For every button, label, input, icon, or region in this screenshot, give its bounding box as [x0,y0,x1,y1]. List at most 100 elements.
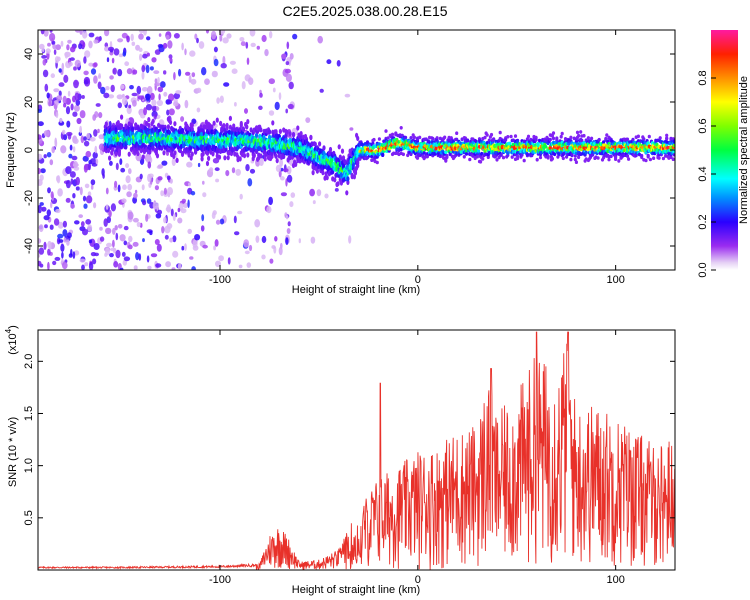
ridge-cell [211,151,215,157]
ridge-cell [212,120,216,126]
colorbar-tick-label: 0.2 [697,214,709,229]
ridge-cell [534,137,538,142]
ridge-cell [443,135,447,140]
noise-speckle [147,161,152,169]
ridge-cell [393,145,397,149]
ridge-cell [232,123,236,129]
noise-speckle [71,155,78,161]
noise-speckle [129,85,134,90]
ridge-cell [672,143,675,148]
noise-speckle [93,202,97,209]
noise-speckle [147,265,152,270]
noise-speckle [110,84,115,93]
noise-speckle [83,56,87,64]
ridge-cell [180,127,185,134]
noise-speckle [84,262,89,267]
noise-speckle [80,221,85,227]
noise-speckle [157,77,160,84]
ridge-cell [492,137,496,141]
ridge-cell [311,170,315,176]
ridge-cell [241,126,245,132]
noise-speckle [112,239,115,248]
noise-speckle [42,59,47,66]
ridge-cell [604,136,608,141]
noise-speckle [75,99,81,106]
noise-speckle [117,68,123,77]
noise-speckle [62,261,68,270]
colorbar-tick-label: 0.6 [697,118,709,133]
noise-speckle [213,245,217,251]
noise-speckle [54,100,58,105]
noise-speckle [161,226,165,234]
noise-speckle [158,93,161,101]
noise-speckle [244,250,250,255]
ridge-cell [270,150,274,156]
ridge-cell [614,155,618,160]
colorbar-tick-label: 0.0 [697,262,709,277]
ridge-cell [480,151,484,156]
ridge-cell [506,135,510,139]
noise-speckle [112,67,117,75]
x-tick-label: -100 [209,574,231,586]
noise-speckle [198,41,205,49]
ridge-cell [435,136,439,140]
noise-speckle [65,179,71,189]
noise-speckle [166,223,173,229]
ridge-cell [348,169,352,175]
noise-speckle [86,132,91,140]
noise-speckle [84,183,90,189]
noise-speckle [44,83,49,92]
noise-speckle [134,189,138,194]
noise-speckle [172,213,176,221]
noise-speckle [234,231,240,236]
ridge-cell [353,170,358,176]
spectrogram-y-ticks: -40 -20 0 20 40 [23,48,675,254]
noise-speckle [93,243,100,250]
noise-speckle [43,130,50,137]
ridge-cell [291,132,296,138]
noise-speckle [103,218,108,227]
colorbar-label: Normalized spectral amplitude [738,76,750,224]
ridge-cell [648,157,653,162]
ridge-cell [672,152,675,157]
snr-x-ticks: -100 0 100 [209,330,625,586]
noise-speckle [115,232,119,241]
ridge-cell [483,135,487,140]
ridge-cell [224,146,228,152]
noise-speckle [147,173,152,183]
noise-speckle [212,157,220,164]
noise-speckle [46,92,50,99]
ridge-cell [242,153,247,159]
noise-speckle [202,180,205,185]
ridge-cell [672,149,675,154]
noise-speckle [223,82,230,87]
noise-speckle [132,100,137,107]
ridge-cell [498,130,502,135]
noise-speckle [57,233,64,239]
noise-speckle [258,105,263,111]
noise-speckle [60,243,65,252]
spectrogram-image [38,30,675,270]
noise-speckle [157,176,163,181]
noise-speckle [216,97,220,104]
noise-speckle [336,60,341,67]
ridge-cell [580,138,584,143]
spectrogram-x-label: Height of straight line (km) [292,284,420,296]
noise-speckle [66,120,71,128]
ridge-cell [175,157,179,163]
noise-speckle [149,66,154,71]
y-tick-label: -20 [23,190,35,206]
ridge-cell [529,141,533,146]
noise-speckle [213,46,218,53]
noise-speckle [309,188,315,197]
ridge-cell [285,129,289,135]
noise-speckle [238,264,243,269]
noise-speckle [288,81,294,90]
noise-speckle [201,67,207,76]
noise-speckle [38,204,42,214]
noise-speckle [78,43,83,50]
noise-speckle [83,140,90,147]
noise-speckle [142,238,145,243]
noise-speckle [75,186,80,191]
noise-speckle [284,68,291,74]
